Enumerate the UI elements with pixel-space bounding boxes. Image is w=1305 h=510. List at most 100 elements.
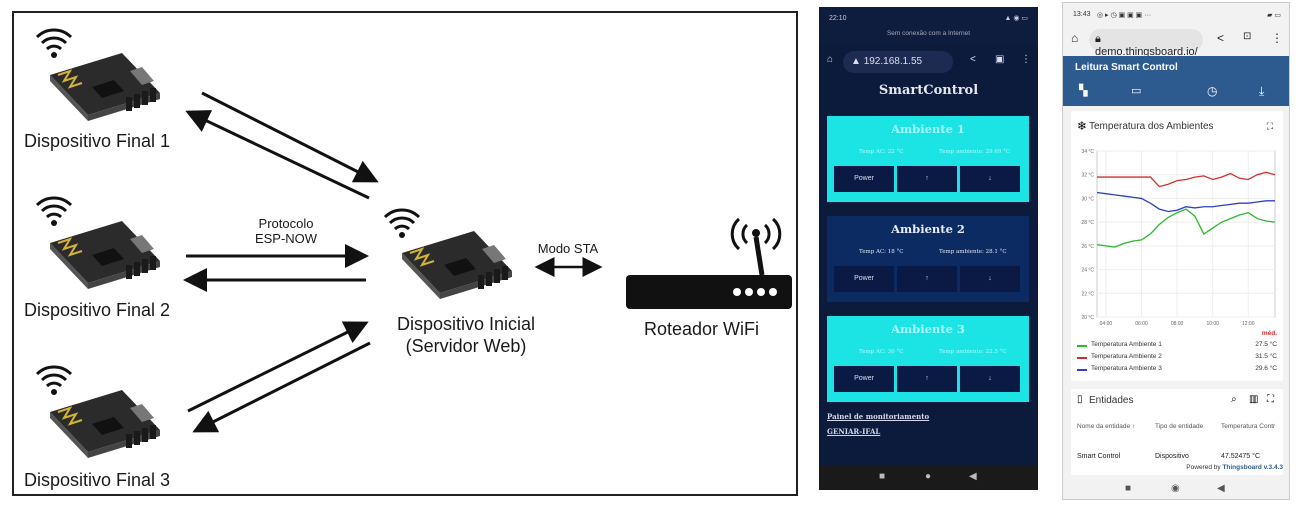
temp-ambiente: Temp ambiente: 28.1 °C bbox=[939, 249, 1007, 255]
entity-type-cell: Dispositivo bbox=[1155, 453, 1189, 460]
legend-avg-value: 31.5 °C bbox=[1255, 353, 1277, 360]
series-line-3 bbox=[1096, 191, 1275, 213]
dashboard-icon[interactable]: ▚ bbox=[1079, 85, 1088, 97]
initial-device-label: Dispositivo Inicial (Servidor Web) bbox=[376, 313, 556, 357]
x-tick-label: 12:00 bbox=[1242, 321, 1255, 327]
download-icon[interactable]: ⤓ bbox=[1259, 84, 1265, 98]
ambiente-name: Ambiente 3 bbox=[891, 322, 965, 336]
ambiente-card-1: Ambiente 1 Temp AC: 22 °C Temp ambiente:… bbox=[827, 116, 1029, 202]
url-text: 192.168.1.55 bbox=[863, 56, 923, 67]
initial-line2: (Servidor Web) bbox=[405, 336, 527, 356]
power-button[interactable]: Power bbox=[834, 266, 894, 292]
android-nav-bar: ■ ● ◀ bbox=[819, 465, 1038, 490]
device-final-2-label: Dispositivo Final 2 bbox=[24, 300, 171, 320]
android-nav-bar: ■ ◉ ◀ bbox=[1063, 479, 1289, 499]
recents-icon[interactable]: ■ bbox=[879, 471, 886, 482]
temp-up-button[interactable]: ↑ bbox=[897, 166, 957, 192]
router-label: Roteador WiFi bbox=[644, 319, 760, 339]
protocol-line1: Protocolo bbox=[258, 216, 314, 231]
temp-ac: Temp AC: 30 °C bbox=[859, 349, 904, 355]
temp-down-button[interactable]: ↓ bbox=[960, 266, 1020, 292]
clock-icon[interactable]: ◷ bbox=[1207, 84, 1218, 98]
snowflake-icon: ❄ bbox=[1077, 119, 1088, 133]
layouts-icon[interactable]: ▭ bbox=[1131, 85, 1142, 97]
share-icon[interactable]: < bbox=[1217, 31, 1225, 45]
signal-icon: ▲ ◉ ▭ bbox=[1004, 15, 1028, 22]
status-time: 22:10 bbox=[829, 15, 847, 22]
legend-row[interactable]: Temperatura Ambiente 1 27.5 °C bbox=[1077, 341, 1277, 351]
powered-prefix: Powered by bbox=[1186, 464, 1223, 471]
column-header-type[interactable]: Tipo de entidade bbox=[1155, 423, 1204, 430]
network-diagram: Dispositivo Final 1 Dispositivo Final 2 … bbox=[12, 11, 798, 496]
tabs-icon[interactable]: ▣ bbox=[995, 54, 1005, 65]
temp-ambiente: Temp ambiente: 29.69 °C bbox=[939, 149, 1011, 155]
device-final-1-label: Dispositivo Final 1 bbox=[24, 131, 171, 151]
ambiente-card-3: Ambiente 3 Temp AC: 30 °C Temp ambiente:… bbox=[827, 316, 1029, 402]
search-icon[interactable]: ⌕ bbox=[1231, 394, 1237, 405]
powered-by: Powered by Thingsboard v.3.4.3 bbox=[1063, 464, 1283, 471]
columns-icon[interactable]: ▥ bbox=[1249, 394, 1259, 405]
url-field[interactable]: 🔒︎ demo.thingsboard.io/ bbox=[1089, 29, 1203, 58]
geniar-link[interactable]: GENIAR-IFAL bbox=[827, 427, 881, 436]
legend-row[interactable]: Temperatura Ambiente 2 31.5 °C bbox=[1077, 353, 1277, 363]
connection-note: Sem conexão com a Internet bbox=[886, 30, 971, 37]
legend-row[interactable]: Temperatura Ambiente 3 29.6 °C bbox=[1077, 365, 1277, 375]
temp-up-button[interactable]: ↑ bbox=[897, 366, 957, 392]
legend-avg-value: 27.5 °C bbox=[1255, 341, 1277, 348]
tabs-icon[interactable]: ⊡ bbox=[1243, 31, 1252, 42]
url-field[interactable]: ▲ 192.168.1.55 bbox=[843, 51, 953, 73]
home-button-icon[interactable]: ◉ bbox=[1171, 483, 1180, 494]
temp-up-button[interactable]: ↑ bbox=[897, 266, 957, 292]
temp-down-button[interactable]: ↓ bbox=[960, 166, 1020, 192]
esp-module-2 bbox=[49, 220, 161, 290]
back-icon[interactable]: ◀ bbox=[1217, 483, 1225, 494]
temp-down-button[interactable]: ↓ bbox=[960, 366, 1020, 392]
dashboard-header: Leitura Smart Control ▚ ▭ ◷ ⤓ bbox=[1063, 56, 1289, 106]
entities-title: Entidades bbox=[1089, 395, 1134, 406]
dashboard-title: Leitura Smart Control bbox=[1075, 62, 1178, 73]
entity-name-cell[interactable]: Smart Control bbox=[1077, 453, 1121, 460]
entities-card: ▯ Entidades ⌕ ▥ ⛶ Nome da entidade ↑ Tip… bbox=[1071, 389, 1283, 475]
menu-icon[interactable]: ⋮ bbox=[1021, 54, 1031, 65]
monitoring-panel-link[interactable]: Painel de monitoriamento bbox=[827, 412, 930, 421]
x-tick-label: 10:00 bbox=[1206, 321, 1219, 327]
page-title: SmartControl bbox=[878, 83, 979, 98]
arrow-to-device1 bbox=[185, 110, 370, 200]
device-final-3-label: Dispositivo Final 3 bbox=[24, 470, 171, 490]
back-icon[interactable]: ◀ bbox=[969, 471, 977, 482]
arrow-to-device3 bbox=[192, 341, 371, 433]
lock-icon: 🔒︎ bbox=[1095, 33, 1101, 45]
power-button[interactable]: Power bbox=[834, 366, 894, 392]
browser-bar: ⌂ ▲ 192.168.1.55 < ▣ ⋮ bbox=[819, 47, 1038, 77]
battery-icon: ▰ ▭ bbox=[1267, 12, 1281, 19]
temp-ac: Temp AC: 18 °C bbox=[859, 249, 904, 255]
y-tick-label: 20 °C bbox=[1081, 315, 1094, 321]
smartcontrol-phone: 22:10 ▲ ◉ ▭ Sem conexão com a Internet ⌂… bbox=[819, 7, 1038, 490]
column-header-name[interactable]: Nome da entidade ↑ bbox=[1077, 423, 1136, 430]
status-time: 13:43 bbox=[1073, 11, 1091, 18]
series-line-2 bbox=[1097, 171, 1276, 188]
home-icon[interactable]: ⌂ bbox=[827, 54, 834, 65]
protocol-label: Protocolo ESP-NOW bbox=[236, 216, 336, 246]
share-icon[interactable]: < bbox=[970, 54, 976, 65]
y-tick-label: 28 °C bbox=[1081, 220, 1094, 226]
recents-icon[interactable]: ■ bbox=[1125, 483, 1132, 494]
warning-icon: ▲ bbox=[851, 56, 864, 67]
x-tick-label: 04:00 bbox=[1100, 321, 1113, 327]
legend-swatch bbox=[1077, 345, 1087, 347]
fullscreen-icon[interactable]: ⛶ bbox=[1267, 394, 1274, 405]
ambiente-name: Ambiente 1 bbox=[891, 122, 965, 136]
ambiente-card-2: Ambiente 2 Temp AC: 18 °C Temp ambiente:… bbox=[827, 216, 1029, 302]
power-button[interactable]: Power bbox=[834, 166, 894, 192]
menu-icon[interactable]: ⋮ bbox=[1271, 31, 1283, 45]
initial-line1: Dispositivo Inicial bbox=[396, 314, 536, 334]
legend-name: Temperatura Ambiente 3 bbox=[1091, 365, 1162, 372]
y-tick-label: 22 °C bbox=[1081, 291, 1094, 297]
column-header-temp[interactable]: Temperatura Contr bbox=[1221, 423, 1276, 430]
powered-brand[interactable]: Thingsboard v.3.4.3 bbox=[1222, 464, 1283, 471]
home-button-icon[interactable]: ● bbox=[925, 471, 932, 482]
browser-bar: ⌂ 🔒︎ demo.thingsboard.io/ < ⊡ ⋮ bbox=[1063, 25, 1289, 58]
home-icon[interactable]: ⌂ bbox=[1071, 31, 1079, 45]
fullscreen-icon[interactable]: ⛶ bbox=[1266, 121, 1273, 131]
temperature-chart-card: ❄ Temperatura dos Ambientes ⛶ 34 °C 32 °C… bbox=[1071, 111, 1283, 381]
